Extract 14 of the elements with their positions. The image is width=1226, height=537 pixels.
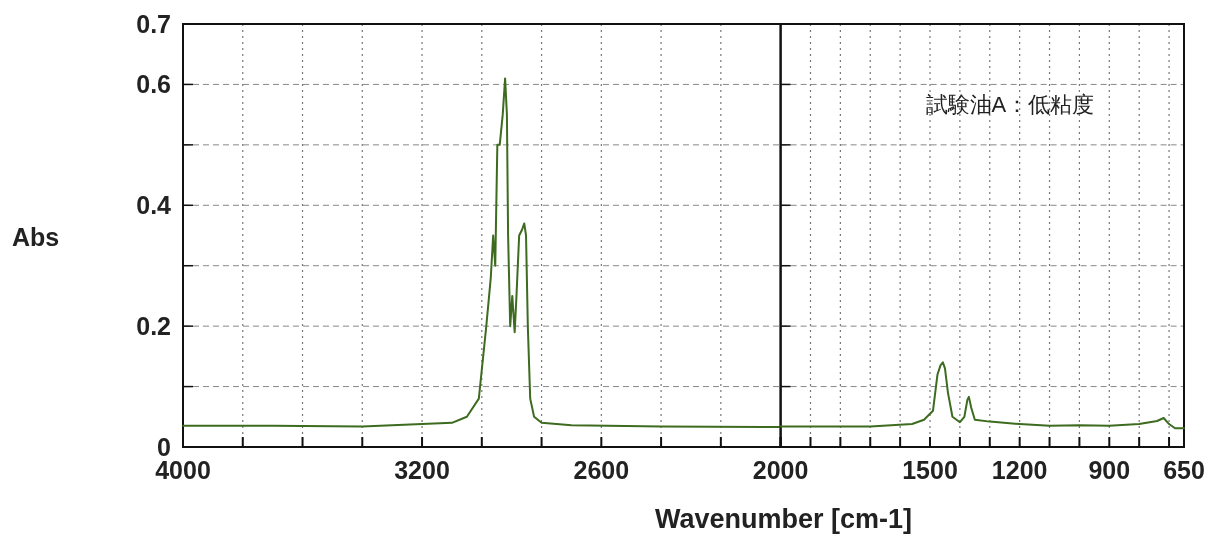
x-tick-label: 650 bbox=[1163, 456, 1205, 484]
x-tick-label: 2000 bbox=[752, 456, 809, 484]
x-tick-label: 2600 bbox=[573, 456, 630, 484]
y-tick-label: 0.7 bbox=[136, 10, 171, 38]
y-axis-title: Abs bbox=[12, 222, 60, 251]
x-tick-label: 3200 bbox=[394, 456, 450, 484]
x-tick-label: 1500 bbox=[902, 456, 958, 484]
annotation: 試験油A：低粘度 bbox=[925, 92, 1095, 117]
x-tick-label: 900 bbox=[1088, 456, 1131, 484]
x-axis-title: Wavenumber [cm-1] bbox=[654, 504, 913, 534]
y-tick-label: 0.2 bbox=[136, 312, 171, 341]
y-tick-label: 0.6 bbox=[136, 70, 171, 99]
y-tick-label: 0.4 bbox=[136, 191, 172, 220]
x-tick-label: 1200 bbox=[991, 456, 1048, 484]
